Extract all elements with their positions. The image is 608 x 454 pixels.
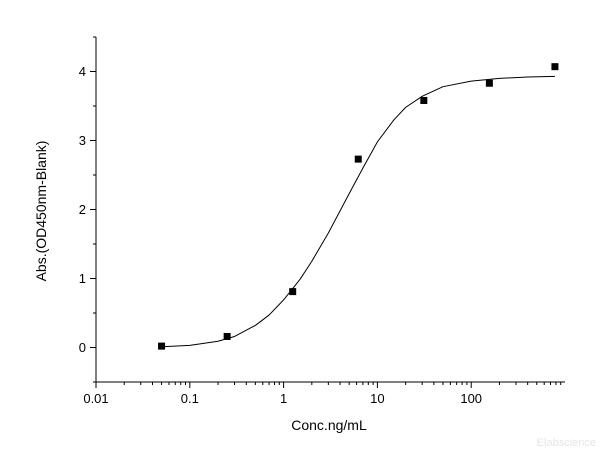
y-axis-ticks: 0 1 2 3 4	[79, 36, 96, 383]
data-point	[485, 79, 493, 87]
x-axis-ticks: 0.01 0.1 1 10 100	[83, 382, 562, 406]
y-tick-label: 0	[79, 340, 86, 355]
watermark-text: Elabscience	[537, 437, 596, 449]
x-tick-label: 10	[370, 391, 384, 406]
y-axis-title: Abs.(OD450nm-Blank)	[33, 141, 49, 282]
data-point	[420, 96, 428, 104]
plot-area: 0.01 0.1 1 10 100 0 1 2 3 4	[79, 36, 565, 406]
y-tick-label: 2	[79, 202, 86, 217]
y-tick-label: 1	[79, 271, 86, 286]
x-tick-label: 0.01	[83, 391, 108, 406]
data-point	[551, 63, 559, 71]
data-points	[158, 63, 559, 350]
fit-curve	[161, 75, 555, 348]
data-point	[354, 155, 362, 163]
y-tick-label: 3	[79, 133, 86, 148]
y-tick-label: 4	[79, 64, 86, 79]
x-tick-label: 100	[460, 391, 482, 406]
data-point	[223, 332, 231, 340]
x-tick-label: 0.1	[181, 391, 199, 406]
data-point	[158, 342, 166, 350]
x-tick-label: 1	[280, 391, 287, 406]
data-point	[289, 288, 297, 296]
x-axis-title: Conc.ng/mL	[291, 417, 367, 433]
fit-curve-group	[161, 75, 555, 348]
